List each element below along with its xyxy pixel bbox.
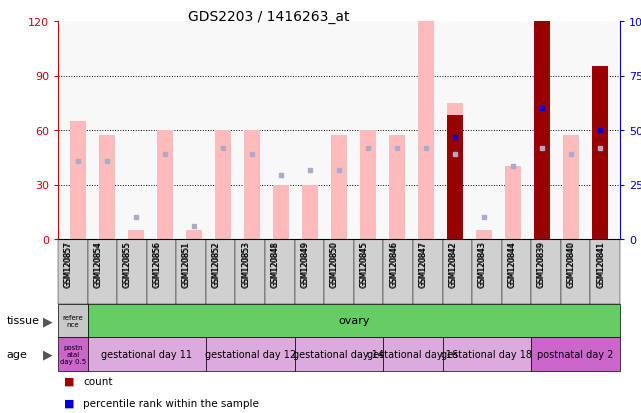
Text: GSM120846: GSM120846 <box>389 241 398 287</box>
Text: GSM120848: GSM120848 <box>271 242 280 287</box>
Text: ovary: ovary <box>338 316 370 326</box>
Text: GSM120847: GSM120847 <box>419 242 428 287</box>
Text: GSM120843: GSM120843 <box>478 242 487 287</box>
Bar <box>302 185 318 240</box>
Text: GSM120844: GSM120844 <box>508 241 517 287</box>
Bar <box>592 67 608 240</box>
Text: postn
atal
day 0.5: postn atal day 0.5 <box>60 344 86 364</box>
Text: GDS2203 / 1416263_at: GDS2203 / 1416263_at <box>188 10 350 24</box>
Text: GSM120844: GSM120844 <box>508 242 517 287</box>
Text: GSM120856: GSM120856 <box>153 241 162 287</box>
Text: GSM120848: GSM120848 <box>271 241 280 287</box>
Text: GSM120854: GSM120854 <box>94 242 103 287</box>
Bar <box>447 116 463 240</box>
Bar <box>476 230 492 240</box>
Text: GSM120851: GSM120851 <box>182 242 191 287</box>
Text: ▶: ▶ <box>43 348 53 361</box>
Bar <box>534 22 550 240</box>
Text: GSM120841: GSM120841 <box>596 242 605 287</box>
Text: refere
nce: refere nce <box>62 314 83 327</box>
Text: GSM120841: GSM120841 <box>596 241 605 287</box>
Text: GSM120857: GSM120857 <box>64 242 73 287</box>
Text: GSM120851: GSM120851 <box>182 241 191 287</box>
Text: ■: ■ <box>64 398 74 408</box>
Text: GSM120849: GSM120849 <box>301 242 310 287</box>
Text: GSM120840: GSM120840 <box>567 242 576 287</box>
Bar <box>71 121 87 240</box>
Text: GSM120854: GSM120854 <box>94 241 103 287</box>
Text: GSM120839: GSM120839 <box>537 241 546 287</box>
Text: GSM120843: GSM120843 <box>478 241 487 287</box>
Bar <box>215 131 231 240</box>
Bar <box>447 104 463 240</box>
Bar <box>244 131 260 240</box>
Text: GSM120853: GSM120853 <box>241 241 250 287</box>
Bar <box>157 131 173 240</box>
Text: GSM120847: GSM120847 <box>419 241 428 287</box>
Text: GSM120845: GSM120845 <box>360 241 369 287</box>
Text: GSM120856: GSM120856 <box>153 242 162 287</box>
Text: GSM120850: GSM120850 <box>330 241 339 287</box>
Text: gestational day 18: gestational day 18 <box>442 349 533 359</box>
Bar <box>505 167 520 240</box>
Bar <box>592 67 608 240</box>
Text: gestational day 12: gestational day 12 <box>204 349 296 359</box>
Bar <box>360 131 376 240</box>
Text: ■: ■ <box>64 376 74 386</box>
Text: age: age <box>6 349 28 359</box>
Text: gestational day 11: gestational day 11 <box>101 349 192 359</box>
Bar <box>331 136 347 240</box>
Text: GSM120850: GSM120850 <box>330 242 339 287</box>
Text: GSM120852: GSM120852 <box>212 241 221 287</box>
Text: gestational day 16: gestational day 16 <box>367 349 458 359</box>
Text: gestational day 14: gestational day 14 <box>294 349 385 359</box>
Bar <box>389 136 405 240</box>
Text: GSM120842: GSM120842 <box>448 241 457 287</box>
Text: GSM120840: GSM120840 <box>567 241 576 287</box>
Bar <box>186 230 202 240</box>
Bar <box>563 136 579 240</box>
Text: GSM120852: GSM120852 <box>212 242 221 287</box>
Text: GSM120849: GSM120849 <box>301 241 310 287</box>
Text: GSM120857: GSM120857 <box>64 241 73 287</box>
Text: postnatal day 2: postnatal day 2 <box>537 349 614 359</box>
Text: GSM120855: GSM120855 <box>123 242 132 287</box>
Text: percentile rank within the sample: percentile rank within the sample <box>83 398 259 408</box>
Bar <box>273 185 289 240</box>
Text: GSM120853: GSM120853 <box>241 242 250 287</box>
Text: count: count <box>83 376 113 386</box>
Bar <box>99 136 115 240</box>
Text: GSM120846: GSM120846 <box>389 242 398 287</box>
Text: GSM120842: GSM120842 <box>448 242 457 287</box>
Bar <box>418 22 434 240</box>
Text: GSM120855: GSM120855 <box>123 241 132 287</box>
Text: tissue: tissue <box>6 316 39 326</box>
Text: GSM120845: GSM120845 <box>360 242 369 287</box>
Text: GSM120839: GSM120839 <box>537 242 546 287</box>
Bar <box>128 230 144 240</box>
Text: ▶: ▶ <box>43 314 53 327</box>
Bar <box>534 22 550 240</box>
